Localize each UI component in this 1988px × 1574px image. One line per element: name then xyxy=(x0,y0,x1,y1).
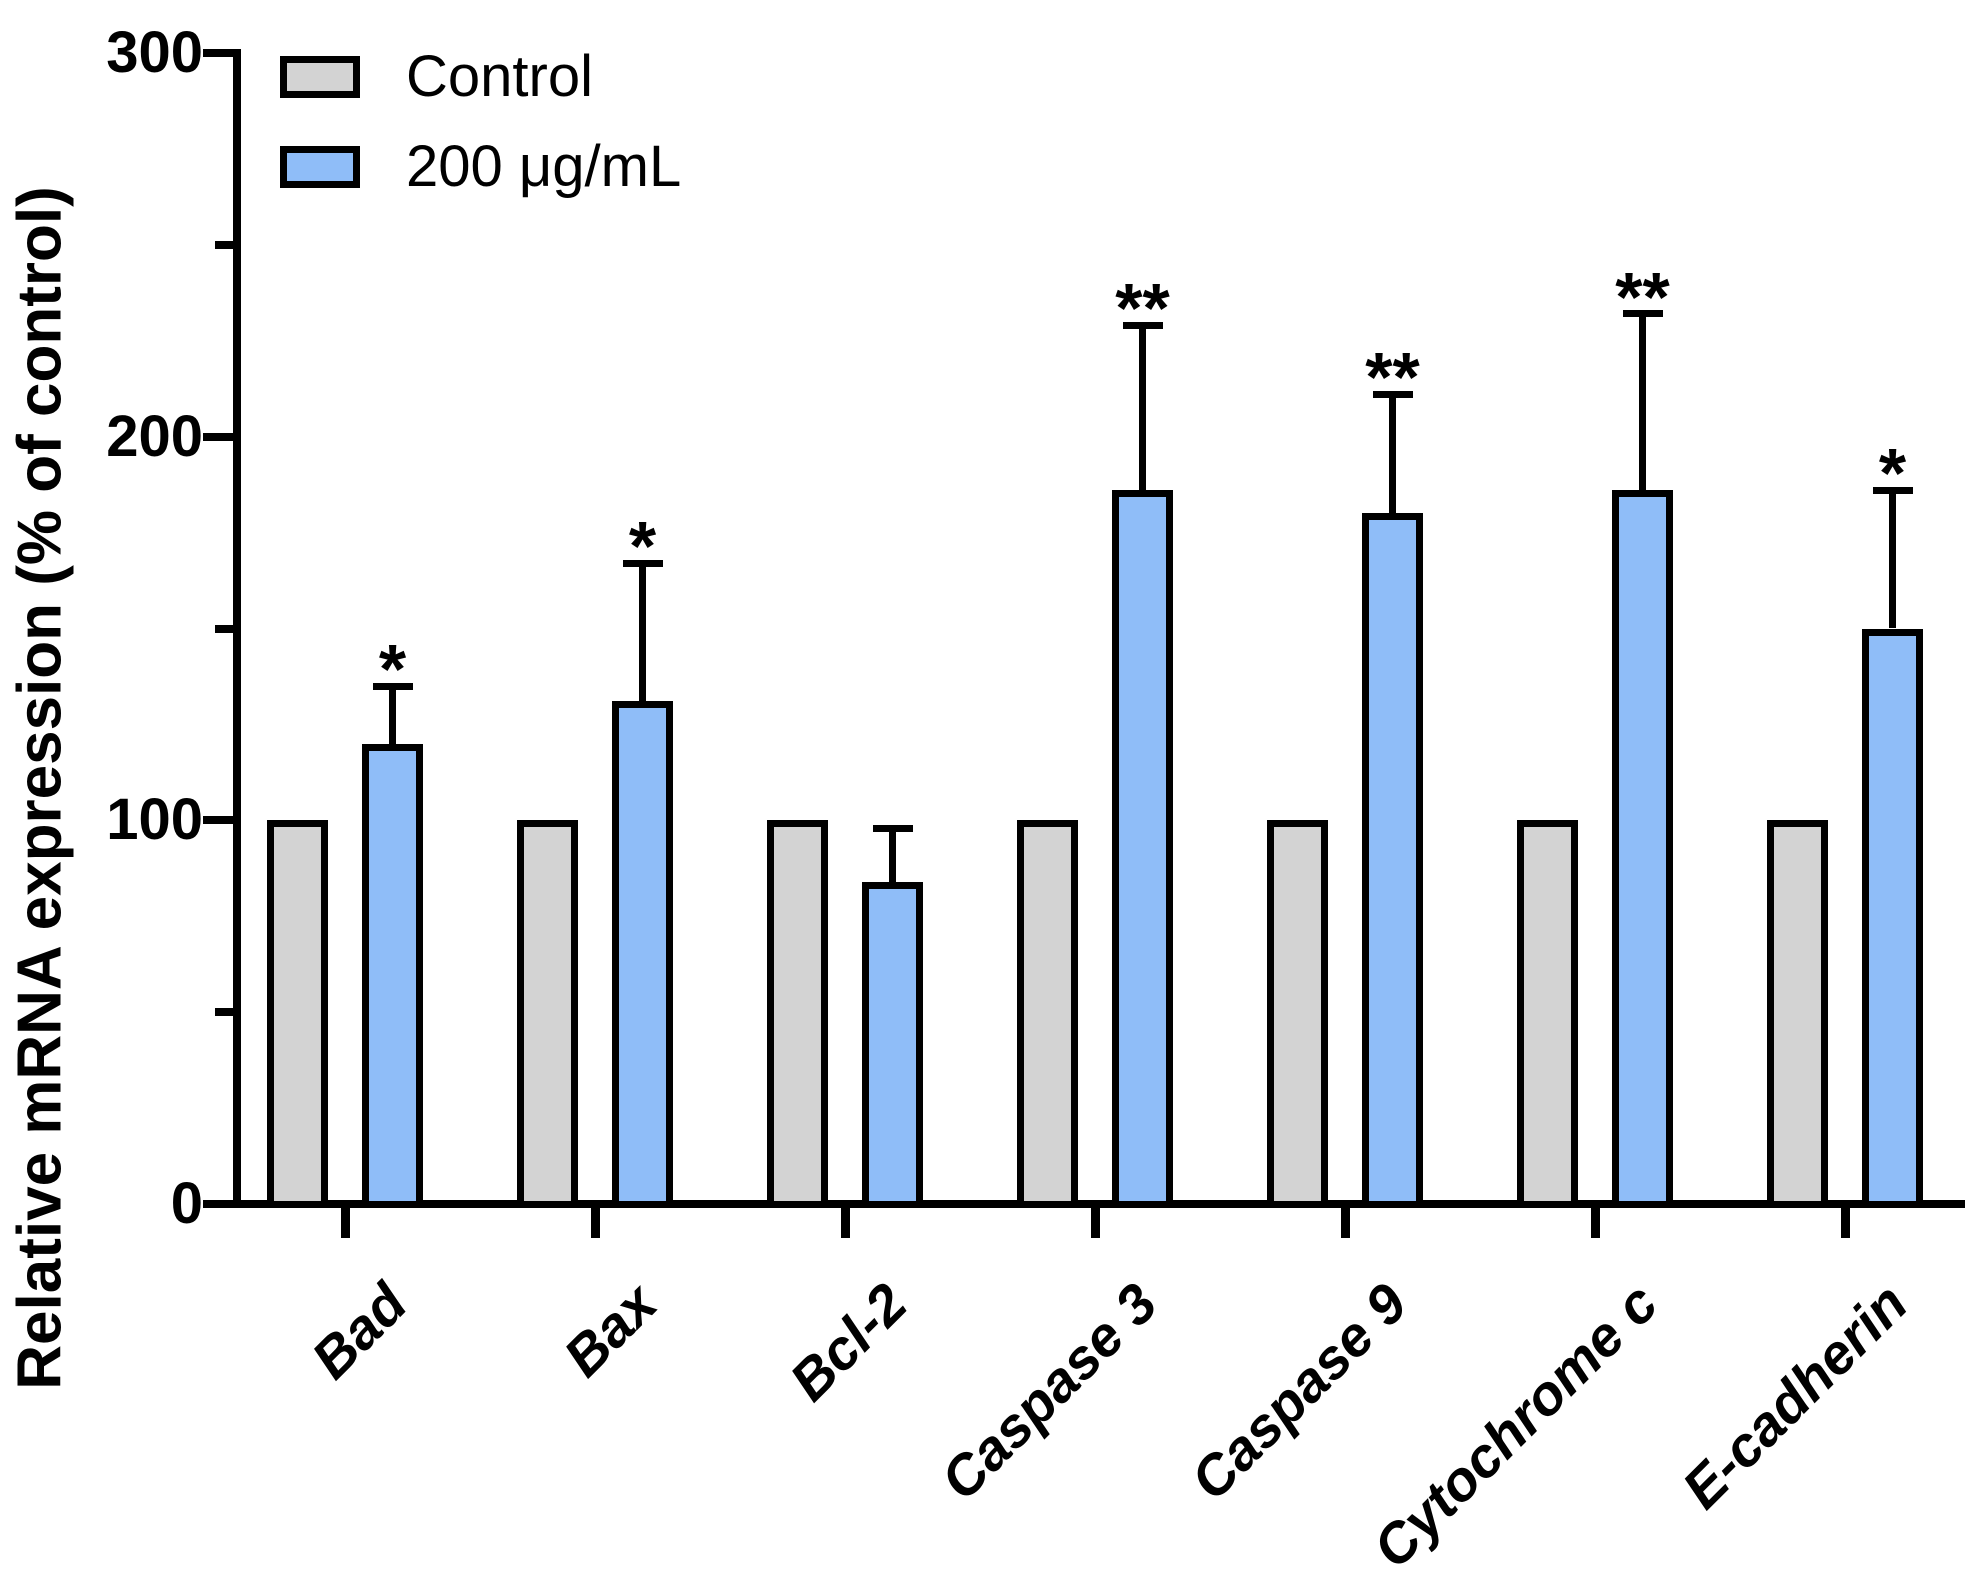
y-major-tick-100 xyxy=(203,816,237,825)
x-tick-bax xyxy=(590,1208,600,1238)
legend: Control 200 μg/mL xyxy=(280,48,681,236)
x-tick-caspase-3 xyxy=(1090,1208,1100,1238)
y-axis-line xyxy=(233,49,241,1208)
error-bar-line-bad xyxy=(389,686,396,744)
bar-control-bad xyxy=(267,820,328,1208)
error-bar-line-e-cadherin xyxy=(1889,490,1896,629)
error-bar-line-bax xyxy=(639,563,646,702)
y-tick-label-300: 300 xyxy=(106,20,203,85)
x-label-bad: Bad xyxy=(299,1271,419,1391)
bar-control-cytochrome-c xyxy=(1517,820,1578,1208)
x-tick-bcl-2 xyxy=(840,1208,850,1238)
legend-label-treated: 200 μg/mL xyxy=(406,134,682,199)
error-bar-cap-bad xyxy=(372,682,413,690)
legend-item-control: Control xyxy=(280,48,681,106)
sig-star-cytochrome-c: ** xyxy=(1615,257,1670,336)
x-tick-caspase-9 xyxy=(1340,1208,1350,1238)
y-major-tick-200 xyxy=(203,432,237,441)
error-bar-line-caspase-3 xyxy=(1139,325,1146,491)
error-bar-cap-bax xyxy=(622,559,663,567)
sig-star-caspase-9: ** xyxy=(1365,338,1420,417)
legend-item-treated: 200 μg/mL xyxy=(280,138,681,196)
x-tick-e-cadherin xyxy=(1840,1208,1850,1238)
y-minor-tick-250 xyxy=(215,240,237,249)
error-bar-line-cytochrome-c xyxy=(1639,313,1646,491)
error-bar-cap-bcl-2 xyxy=(872,824,913,832)
sig-star-e-cadherin: * xyxy=(1878,434,1907,513)
bar-control-caspase-9 xyxy=(1267,820,1328,1208)
error-bar-line-bcl-2 xyxy=(889,828,896,882)
x-label-caspase-3: Caspase 3 xyxy=(928,1271,1169,1512)
error-bar-cap-caspase-3 xyxy=(1122,321,1163,329)
bar-control-e-cadherin xyxy=(1767,820,1828,1208)
y-major-tick-300 xyxy=(203,49,237,57)
x-label-bax: Bax xyxy=(551,1271,669,1389)
bar-treated-e-cadherin xyxy=(1862,628,1923,1208)
y-tick-label-100: 100 xyxy=(106,787,203,853)
y-minor-tick-50 xyxy=(215,1008,237,1017)
legend-label-control: Control xyxy=(406,44,593,109)
x-axis-line xyxy=(203,1200,1965,1208)
error-bar-cap-cytochrome-c xyxy=(1622,310,1663,318)
error-bar-cap-caspase-9 xyxy=(1372,390,1413,398)
sig-star-caspase-3: ** xyxy=(1115,269,1170,348)
bar-control-bax xyxy=(517,820,578,1208)
bar-treated-cytochrome-c xyxy=(1612,490,1673,1208)
bar-control-bcl-2 xyxy=(767,820,828,1208)
y-tick-label-0: 0 xyxy=(170,1171,203,1236)
error-bar-line-caspase-9 xyxy=(1389,394,1396,514)
bar-treated-bad xyxy=(362,743,423,1208)
x-label-caspase-9: Caspase 9 xyxy=(1178,1271,1419,1512)
x-label-e-cadherin: E-cadherin xyxy=(1669,1271,1919,1521)
bar-treated-caspase-9 xyxy=(1362,513,1423,1208)
bar-treated-caspase-3 xyxy=(1112,490,1173,1208)
sig-star-bad: * xyxy=(378,630,407,709)
legend-swatch-treated xyxy=(280,146,360,188)
error-bar-cap-e-cadherin xyxy=(1872,486,1913,494)
y-major-tick-0 xyxy=(203,1200,237,1208)
x-tick-cytochrome-c xyxy=(1590,1208,1600,1238)
y-tick-label-200: 200 xyxy=(106,403,203,469)
x-label-bcl-2: Bcl-2 xyxy=(777,1271,919,1413)
bar-treated-bcl-2 xyxy=(862,881,923,1208)
sig-star-bax: * xyxy=(628,507,657,586)
bar-control-caspase-3 xyxy=(1017,820,1078,1208)
x-tick-bad xyxy=(340,1208,350,1238)
y-minor-tick-150 xyxy=(215,624,237,633)
bar-treated-bax xyxy=(612,701,673,1208)
legend-swatch-control xyxy=(280,56,360,98)
